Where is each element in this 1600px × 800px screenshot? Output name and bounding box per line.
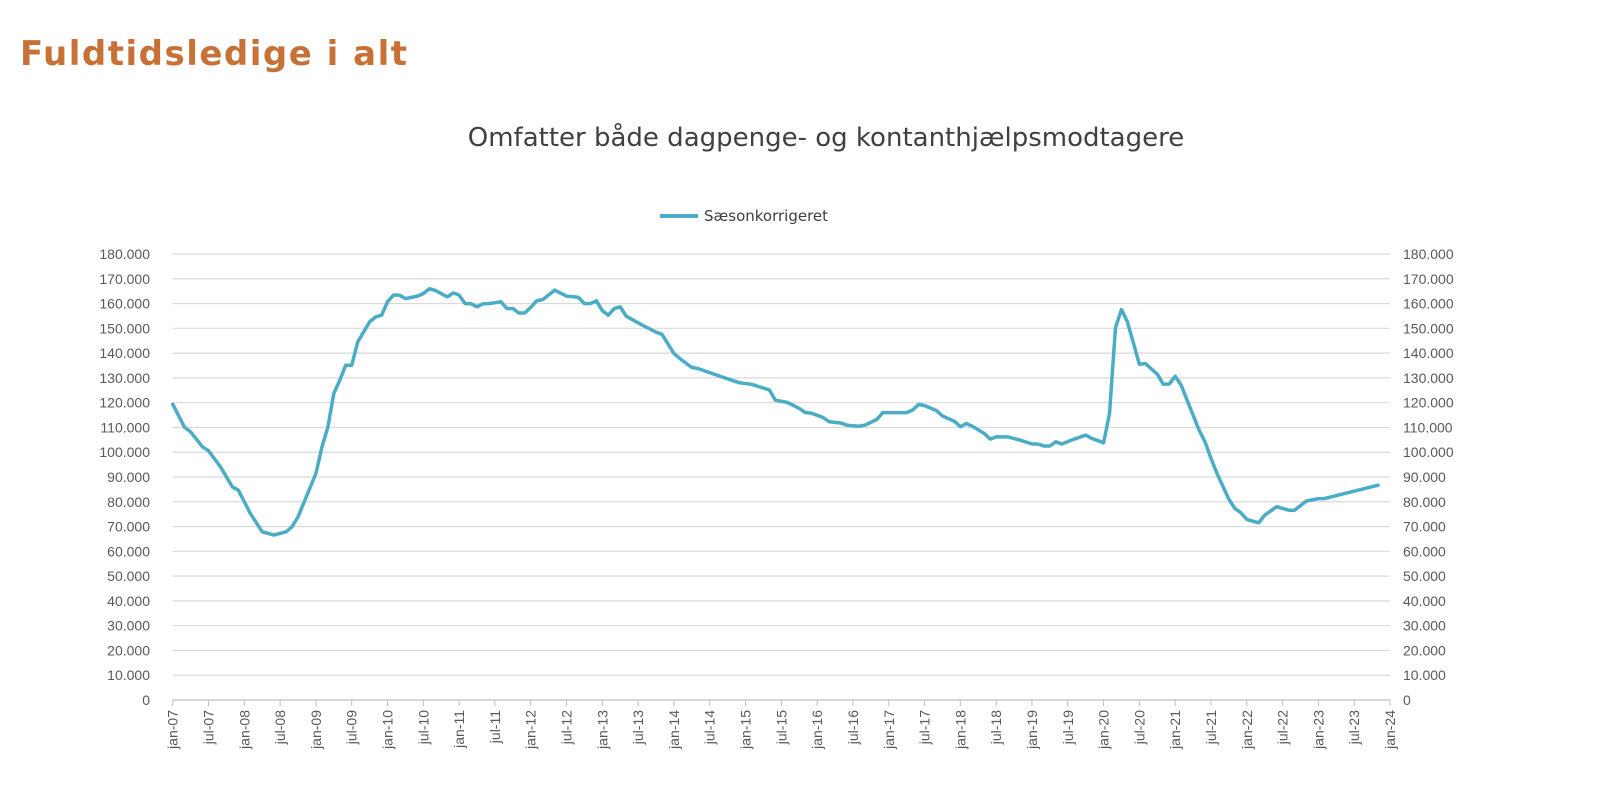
y-tick-label-right: 180.000	[1403, 246, 1454, 262]
x-tick-label: jan-24	[1382, 710, 1398, 750]
y-tick-label-left: 150.000	[99, 320, 150, 336]
y-tick-label-left: 0	[142, 692, 150, 708]
y-tick-label-right: 100.000	[1403, 444, 1454, 460]
y-tick-label-left: 180.000	[99, 246, 150, 262]
y-tick-label-left: 30.000	[107, 618, 150, 634]
x-tick-label: jul-14	[702, 710, 718, 745]
y-axis-left: 0 10.000 20.000 30.000 40.000 50.000 60.000 70.…	[99, 246, 150, 708]
y-tick-label-right: 140.000	[1403, 345, 1454, 361]
y-tick-label-right: 70.000	[1403, 519, 1446, 535]
x-tick-label: jan-12	[523, 710, 539, 750]
y-tick-label-left: 100.000	[99, 444, 150, 460]
x-tick-label: jul-07	[201, 710, 217, 745]
y-tick-label-right: 150.000	[1403, 320, 1454, 336]
x-tick-label: jan-16	[809, 710, 825, 750]
x-tick-label: jul-12	[559, 710, 575, 745]
y-tick-label-left: 80.000	[107, 494, 150, 510]
y-tick-label-right: 40.000	[1403, 593, 1446, 609]
y-tick-label-left: 120.000	[99, 395, 150, 411]
x-tick-label: jan-08	[236, 710, 252, 750]
x-tick-label: jul-20	[1131, 710, 1147, 745]
x-tick-label: jan-23	[1310, 710, 1326, 750]
x-tick-label: jan-20	[1096, 710, 1112, 750]
x-tick-label: jan-21	[1167, 710, 1183, 750]
y-tick-label-right: 110.000	[1403, 419, 1453, 435]
y-tick-label-right: 30.000	[1403, 618, 1446, 634]
x-tick-label: jul-21	[1203, 710, 1219, 745]
y-tick-label-right: 130.000	[1403, 370, 1454, 386]
y-tick-label-right: 0	[1403, 692, 1411, 708]
y-tick-label-right: 90.000	[1403, 469, 1446, 485]
y-tick-label-left: 160.000	[99, 296, 150, 312]
y-tick-label-right: 50.000	[1403, 568, 1446, 584]
x-tick-label: jul-13	[630, 710, 646, 745]
x-tick-label: jul-19	[1060, 710, 1076, 745]
legend-label: Sæsonkorrigeret	[704, 207, 828, 225]
y-tick-label-right: 20.000	[1403, 642, 1446, 658]
y-tick-label-left: 50.000	[107, 568, 150, 584]
y-tick-label-left: 90.000	[107, 469, 150, 485]
x-tick-label: jan-09	[308, 710, 324, 750]
x-tick-label: jan-07	[165, 710, 181, 750]
y-tick-label-right: 120.000	[1403, 395, 1454, 411]
x-tick-label: jan-17	[881, 710, 897, 750]
x-tick-label: jan-14	[666, 710, 682, 750]
x-tick-label: jul-08	[272, 710, 288, 745]
y-tick-label-right: 10.000	[1403, 667, 1446, 683]
x-tick-label: jan-10	[380, 710, 396, 750]
y-tick-label-left: 10.000	[107, 667, 150, 683]
x-tick-label: jul-18	[988, 710, 1004, 745]
y-tick-label-left: 170.000	[99, 271, 150, 287]
x-tick-label: jan-15	[738, 710, 754, 750]
chart-title: Omfatter både dagpenge- og kontanthjælps…	[468, 122, 1184, 153]
x-axis: jan-07 jul-07 jan-08 jul-08 jan-09 jul-09 jan-…	[165, 699, 1398, 750]
y-axis-right: 0 10.000 20.000 30.000 40.000 50.000 60.000 70.…	[1403, 246, 1454, 708]
y-tick-label-left: 70.000	[107, 519, 150, 535]
y-tick-label-right: 160.000	[1403, 296, 1454, 312]
x-tick-label: jul-17	[917, 710, 933, 745]
x-tick-label: jul-11	[487, 710, 503, 744]
x-tick-label: jul-16	[845, 710, 861, 745]
y-tick-label-left: 20.000	[107, 642, 150, 658]
y-tick-label-right: 170.000	[1403, 271, 1454, 287]
series-layer	[170, 286, 1380, 537]
y-tick-label-left: 130.000	[99, 370, 150, 386]
x-tick-label: jul-22	[1275, 710, 1291, 745]
x-tick-label: jul-23	[1346, 710, 1362, 745]
y-tick-label-left: 140.000	[99, 345, 150, 361]
x-tick-label: jan-22	[1239, 710, 1255, 750]
gridlines	[172, 253, 1390, 676]
x-tick-label: jan-19	[1024, 710, 1040, 750]
series-line-saesonkorrigeret	[170, 286, 1380, 537]
y-tick-label-left: 60.000	[107, 543, 150, 559]
x-tick-label: jul-15	[773, 710, 789, 745]
x-tick-label: jul-09	[344, 710, 360, 745]
x-tick-label: jan-11	[451, 710, 467, 749]
x-tick-label: jan-13	[594, 710, 610, 750]
y-tick-label-right: 80.000	[1403, 494, 1446, 510]
page-title: Fuldtidsledige i alt	[20, 34, 409, 74]
y-tick-label-right: 60.000	[1403, 543, 1446, 559]
x-tick-label: jan-18	[952, 710, 968, 750]
y-tick-label-left: 110.000	[100, 419, 150, 435]
y-tick-label-left: 40.000	[107, 593, 150, 609]
x-tick-label: jul-10	[415, 710, 431, 745]
legend: Sæsonkorrigeret	[660, 207, 828, 225]
